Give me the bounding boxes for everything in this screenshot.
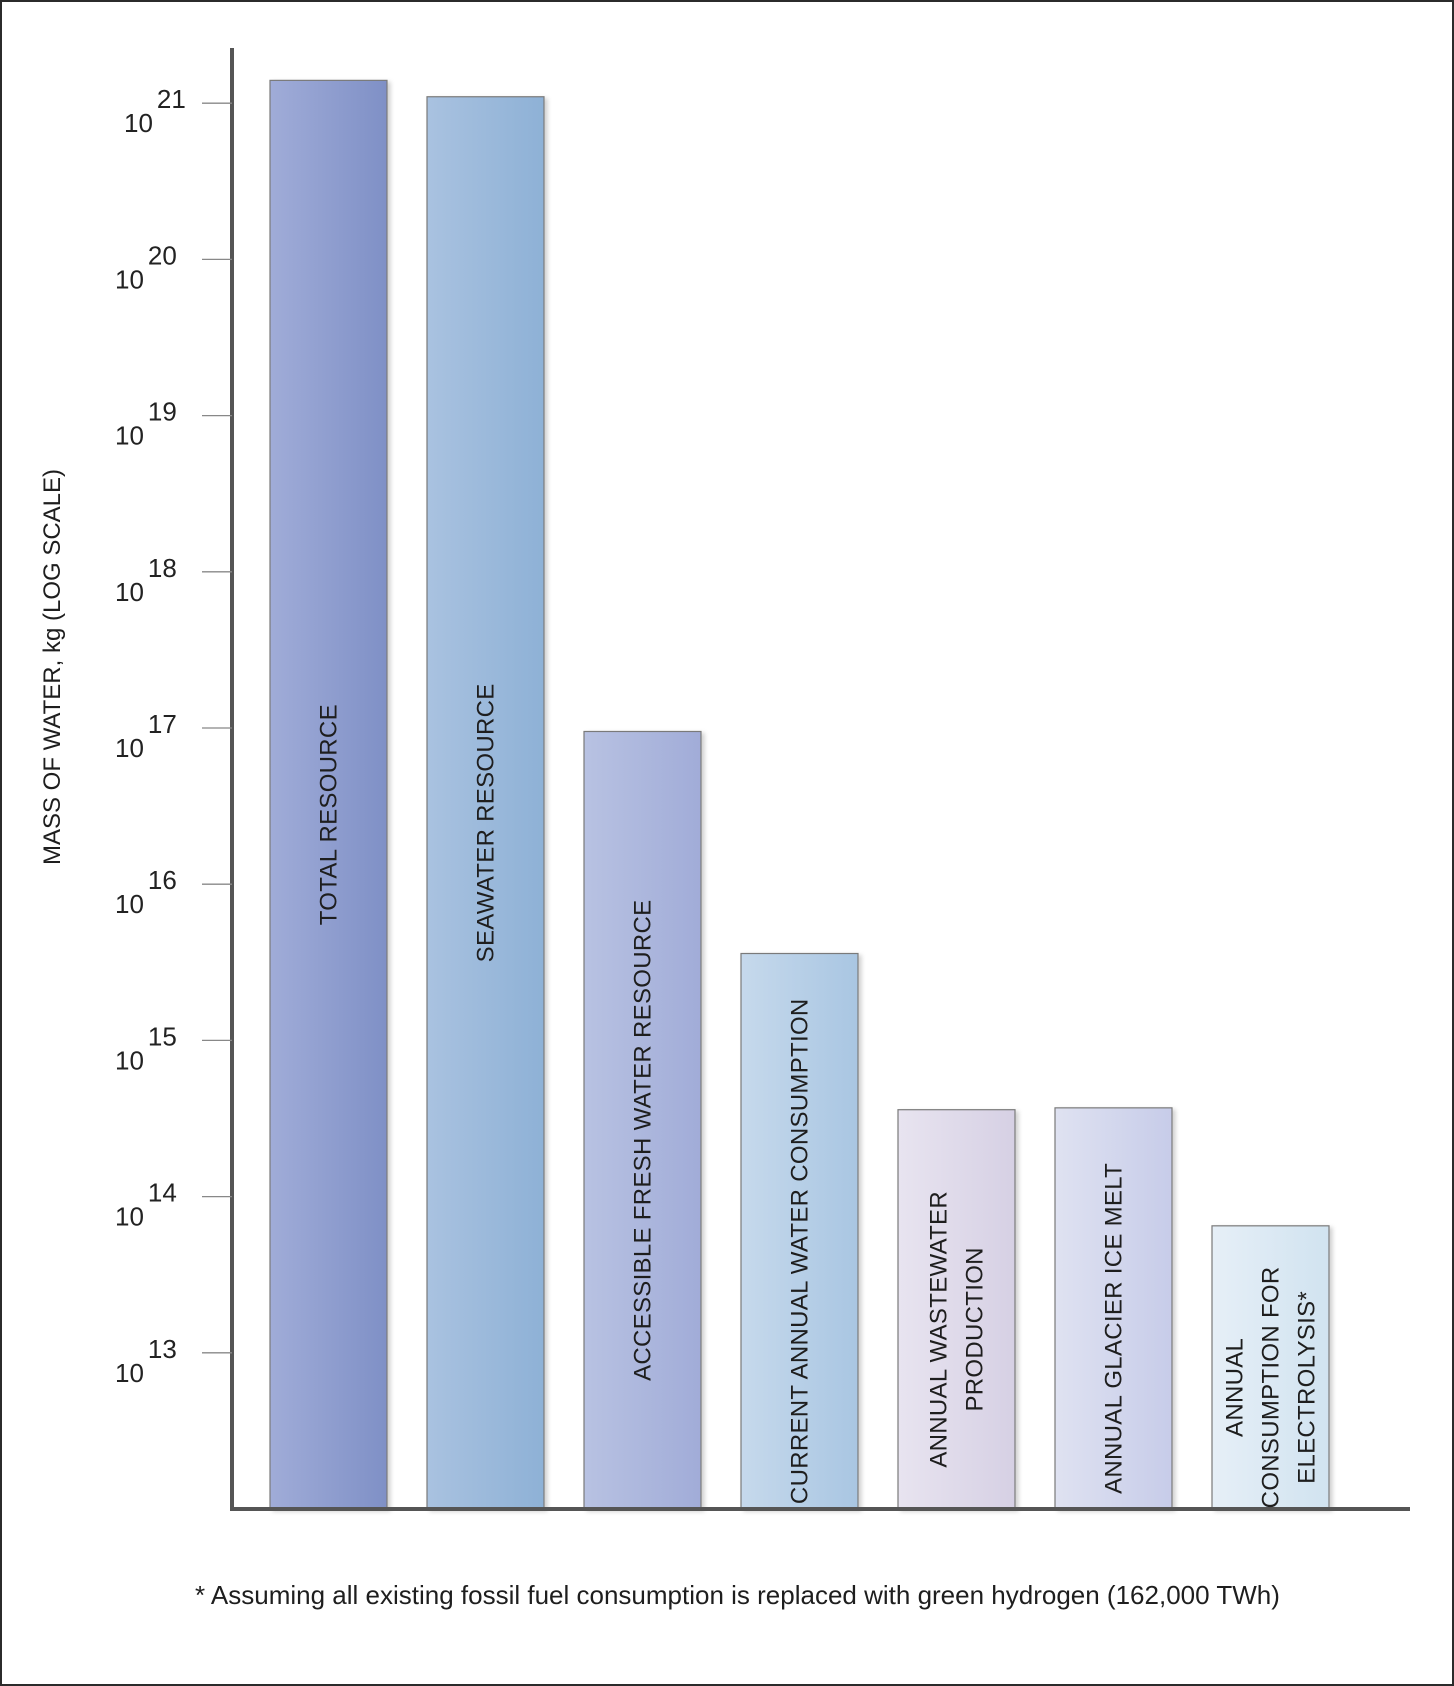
y-tick-label-20: 1020	[115, 240, 177, 294]
bars-layer	[269, 79, 1330, 1510]
y-tick-label-17: 1017	[115, 709, 177, 763]
bar-label-1: TOTAL RESOURCE	[316, 704, 343, 925]
y-tick-label-13: 1013	[115, 1334, 177, 1388]
axes-layer: 1013 1014 1015 1016 1017 1018 1019 1020 1021	[115, 48, 1410, 1511]
bar-5	[897, 1109, 1016, 1510]
bar-1	[269, 79, 388, 1510]
y-tick-label-18: 1018	[115, 553, 177, 607]
bar-label-3: ACCESSIBLE FRESH WATER RESOURCE	[630, 900, 657, 1381]
bar-6	[1054, 1107, 1173, 1510]
bar-3	[583, 730, 702, 1510]
bar-label-6: ANNUAL GLACIER ICE MELT	[1101, 1163, 1128, 1494]
bar-2	[426, 96, 545, 1510]
bar-labels-layer: TOTAL RESOURCE SEAWATER RESOURCE ACCESSIBL…	[316, 683, 1321, 1508]
bar-label-4: CURRENT ANNUAL WATER CONSUMPTION	[787, 998, 814, 1504]
bar-label-5: ANNUAL WASTEWATER PRODUCTION	[926, 1191, 989, 1468]
y-tick-label-21: 1021	[124, 84, 186, 138]
y-tick-label-14: 1014	[115, 1178, 177, 1232]
y-tick-label-19: 1019	[115, 397, 177, 451]
bar-label-7: ANNUAL CONSUMPTION FOR ELECTROLYSIS*	[1222, 1266, 1321, 1508]
y-tick-label-15: 1015	[115, 1021, 177, 1075]
y-axis-title: MASS OF WATER, kg (LOG SCALE)	[39, 469, 66, 865]
footnote: * Assuming all existing fossil fuel cons…	[195, 1580, 1280, 1610]
y-tick-label-16: 1016	[115, 865, 177, 919]
bar-label-2: SEAWATER RESOURCE	[473, 683, 500, 962]
bar-4	[740, 952, 859, 1510]
